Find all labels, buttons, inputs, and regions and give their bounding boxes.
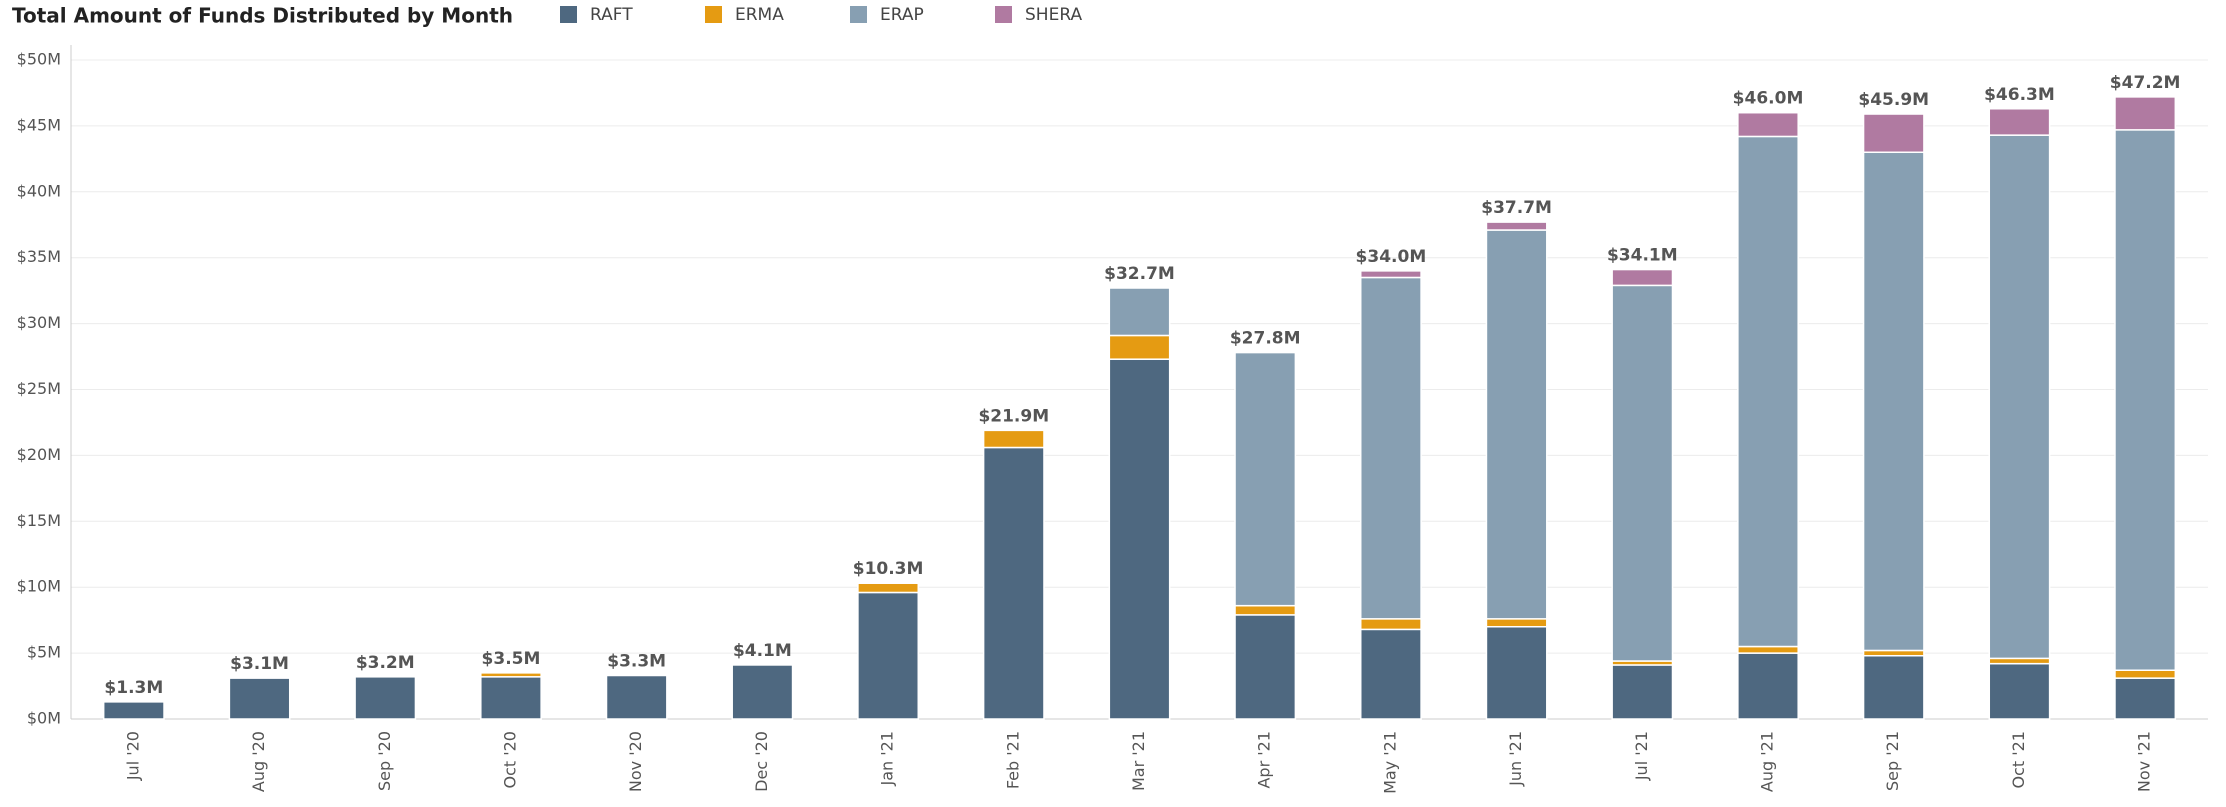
bar-segment [480,676,542,720]
bar-segment [1485,625,1548,720]
bar-segment [1611,284,1674,662]
bar-segment [1862,113,1925,154]
legend-label: ERAP [880,5,924,25]
bar-segment [1988,657,2051,665]
x-tick-label: Oct '20 [500,731,519,789]
bar-segment [1234,604,1297,616]
total-label: $3.3M [607,652,666,672]
bar-segment [1988,108,2051,136]
bar-segment [857,591,920,720]
total-label: $3.5M [482,649,541,669]
total-label: $10.3M [853,559,924,579]
bar-segment [1611,268,1674,287]
x-tick-label: Jan '21 [878,731,897,787]
bar-segment [1737,652,1799,720]
x-tick-label: Feb '21 [1003,731,1022,789]
bar-segment [1737,111,1799,138]
legend-label: ERMA [735,5,784,25]
bar-segment [1737,645,1799,654]
total-label: $45.9M [1858,90,1929,110]
y-tick-label: $45M [17,115,61,134]
bar-segment [1611,664,1674,720]
x-tick-label: Apr '21 [1255,731,1274,789]
bar-segment [982,429,1045,449]
bar-segment [1234,351,1297,607]
x-tick-label: Jul '20 [123,731,142,781]
total-label: $21.9M [978,406,1049,426]
bar-segment [1862,151,1925,652]
bar-segment [1108,334,1171,360]
x-tick-label: Nov '20 [626,731,645,792]
y-tick-label: $30M [17,313,61,332]
bar-segment [1485,221,1548,231]
total-label: $3.1M [230,654,289,674]
bar-segment [1737,135,1799,648]
total-label: $3.2M [356,653,415,673]
total-label: $34.1M [1607,246,1678,266]
bar-segment [1862,654,1925,720]
total-label: $37.7M [1481,198,1552,218]
total-label: $46.3M [1984,85,2055,105]
bar-segment [102,701,165,720]
bar-segment [1108,287,1171,337]
chart-title: Total Amount of Funds Distributed by Mon… [12,4,513,28]
x-tick-label: Nov '21 [2135,731,2154,792]
x-tick-label: Jun '21 [1506,731,1525,787]
bar-segment [1988,134,2051,660]
y-tick-label: $0M [27,709,61,728]
y-tick-label: $10M [17,577,61,596]
y-tick-label: $50M [17,50,61,69]
bar-segment [1485,229,1548,620]
bar-segment [1485,618,1548,628]
bar-segment [2114,129,2177,671]
total-label: $32.7M [1104,264,1175,284]
legend-swatch [560,6,577,23]
bar-segment [1359,270,1422,279]
x-tick-label: Mar '21 [1129,731,1148,791]
x-tick-label: Dec '20 [752,731,771,792]
legend-label: RAFT [590,5,633,25]
bar-segment [2114,677,2177,720]
x-tick-label: Sep '20 [375,731,394,791]
bar-segment [480,672,542,678]
legend-swatch [850,6,867,23]
total-label: $4.1M [733,641,792,661]
bar-segment [2114,669,2177,679]
bar-segment [354,676,417,720]
bar-segment [1234,614,1297,720]
bar-segment [982,446,1045,720]
y-tick-label: $25M [17,379,61,398]
bar-segment [1108,358,1171,720]
x-tick-label: Sep '21 [1883,731,1902,791]
bar-segment [1988,662,2051,720]
bar-segment [1862,649,1925,657]
total-label: $34.0M [1356,247,1427,267]
y-tick-label: $15M [17,511,61,530]
bar-segment [228,677,291,720]
total-label: $46.0M [1733,89,1804,109]
bar-segment [1359,618,1422,631]
legend-swatch [995,6,1012,23]
legend-label: SHERA [1025,5,1082,25]
bar-segment [1359,628,1422,720]
x-tick-label: Aug '20 [249,731,268,792]
bar-segment [731,664,794,720]
x-tick-label: May '21 [1380,731,1399,794]
bar-segment [857,582,920,594]
total-label: $1.3M [104,678,163,698]
x-tick-label: Oct '21 [2009,731,2028,789]
x-tick-label: Jul '21 [1632,731,1651,781]
total-label: $27.8M [1230,329,1301,349]
y-tick-label: $5M [27,643,61,662]
bar-segment [2114,96,2177,131]
total-label: $47.2M [2110,73,2181,93]
x-tick-label: Aug '21 [1758,731,1777,792]
y-tick-label: $35M [17,247,61,266]
y-tick-label: $20M [17,445,61,464]
y-tick-label: $40M [17,181,61,200]
legend-swatch [705,6,722,23]
bar-segment [1359,276,1422,620]
bar-segment [605,674,668,720]
